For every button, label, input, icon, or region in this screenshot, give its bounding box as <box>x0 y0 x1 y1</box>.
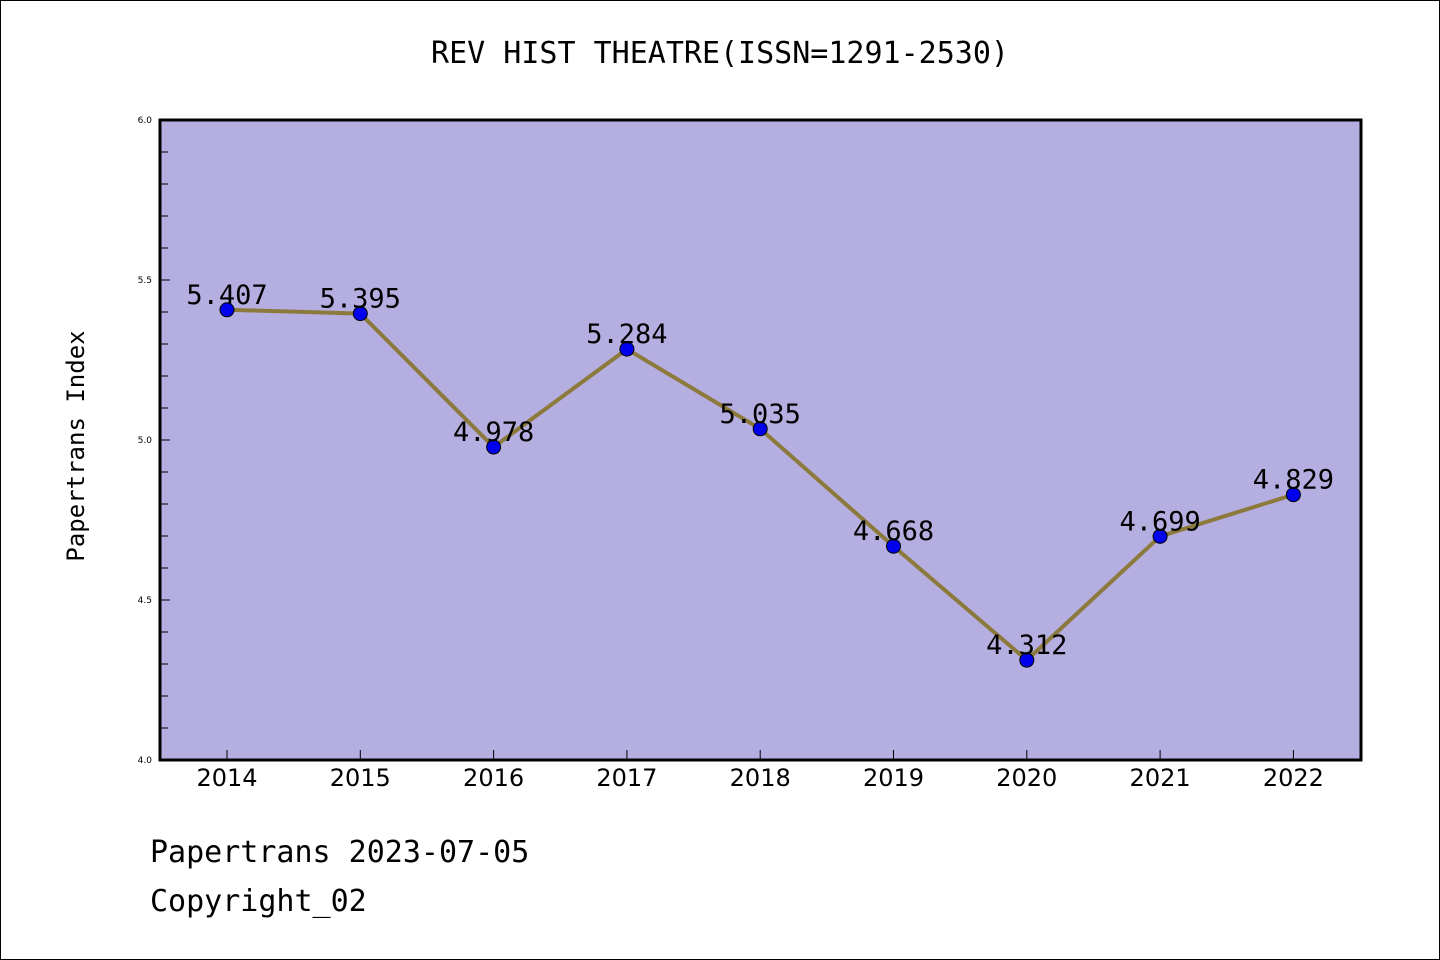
data-point <box>1152 528 1168 544</box>
data-point <box>1019 652 1035 668</box>
y-tick-label: 5.5 <box>138 276 152 286</box>
y-tick-label: 4.0 <box>138 756 153 766</box>
data-point <box>752 421 768 437</box>
x-tick-label: 2020 <box>996 764 1057 792</box>
data-label: 4.668 <box>853 516 934 547</box>
chart-title: REV HIST THEATRE(ISSN=1291-2530) <box>431 36 1009 71</box>
series-line-group <box>219 302 1301 668</box>
data-label: 5.395 <box>320 284 401 315</box>
x-tick-label: 2017 <box>596 764 657 792</box>
plot-area <box>158 118 1363 762</box>
y-tick-label: 5.0 <box>138 436 153 446</box>
data-point <box>219 302 235 318</box>
x-tick-label: 2018 <box>730 764 791 792</box>
data-point <box>352 306 368 322</box>
data-labels: 5.407 5.395 4.978 5.284 5.035 4.668 4.312 4.699… <box>186 280 1334 661</box>
data-label: 4.829 <box>1253 465 1334 496</box>
footer-copyright: Copyright_02 <box>150 884 367 919</box>
data-label: 4.312 <box>986 630 1067 661</box>
data-point <box>1285 487 1301 503</box>
y-tick-label: 6.0 <box>138 116 153 126</box>
x-tick-label: 2015 <box>330 764 391 792</box>
x-axis: 2014 2015 2016 2017 2018 2019 2020 2021 2022 <box>196 750 1324 792</box>
data-label: 5.035 <box>720 399 801 430</box>
y-axis: 4.0 4.5 5.0 5.5 6.0 <box>138 116 170 766</box>
data-label: 5.284 <box>586 319 667 350</box>
x-tick-label: 2021 <box>1130 764 1191 792</box>
y-tick-label: 4.5 <box>138 596 152 606</box>
x-tick-label: 2022 <box>1263 764 1324 792</box>
data-point <box>886 538 901 554</box>
data-point <box>486 439 502 455</box>
footer-date: Papertrans 2023-07-05 <box>150 835 530 870</box>
x-tick-label: 2016 <box>463 764 524 792</box>
y-axis-label: Papertrans Index <box>62 330 90 561</box>
data-label: 4.978 <box>453 417 534 448</box>
x-tick-label: 2019 <box>863 764 924 792</box>
data-label: 4.699 <box>1119 506 1200 537</box>
x-tick-label: 2014 <box>196 764 257 792</box>
data-label: 5.407 <box>186 280 267 311</box>
data-point <box>619 341 635 357</box>
